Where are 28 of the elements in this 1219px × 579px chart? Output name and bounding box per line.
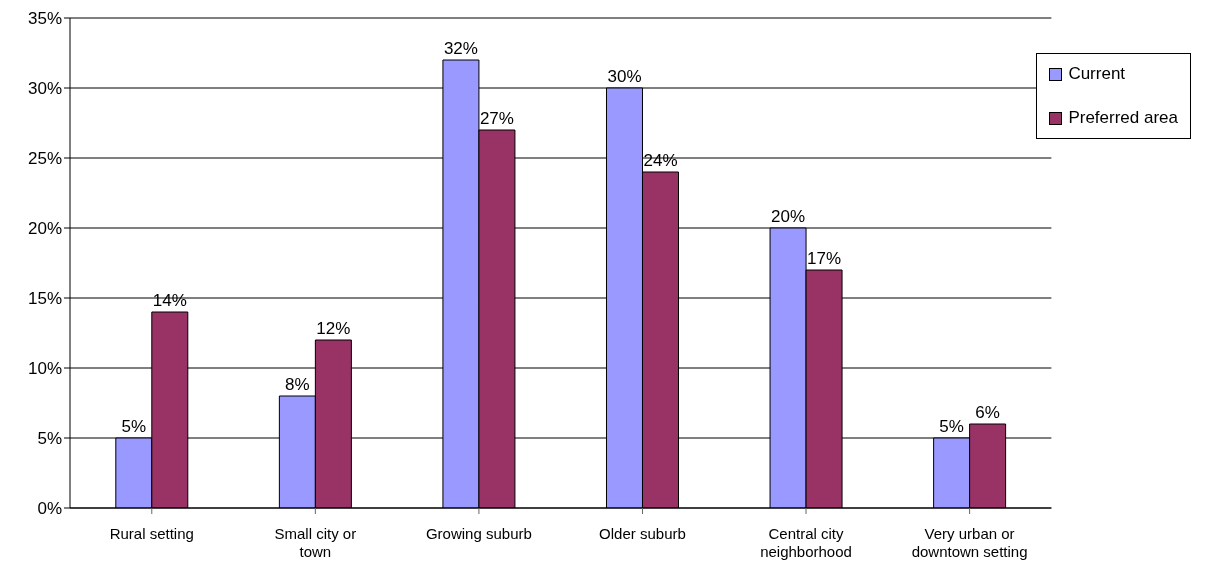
y-tick-label: 25% <box>27 149 62 169</box>
x-tick-label: Rural setting <box>109 525 194 542</box>
x-tick-label: Older suburb <box>599 525 686 542</box>
y-tick-label: 10% <box>27 359 62 379</box>
y-tick-label: 0% <box>37 499 62 519</box>
data-label: 20% <box>771 207 806 226</box>
legend-label: Current <box>1068 64 1126 84</box>
y-tick-label: 30% <box>27 79 62 99</box>
data-label: 12% <box>316 319 351 338</box>
data-label: 5% <box>121 417 147 436</box>
y-tick-label: 35% <box>27 9 62 29</box>
data-label: 32% <box>443 39 478 58</box>
x-tick-label: Small city or town <box>274 525 357 560</box>
y-tick-label: 15% <box>27 289 62 309</box>
data-label: 27% <box>479 109 514 128</box>
data-label: 24% <box>643 151 678 170</box>
data-label: 17% <box>807 249 842 268</box>
data-label: 6% <box>975 403 1000 422</box>
y-tick-label: 20% <box>27 219 62 239</box>
data-label: 30% <box>607 67 642 86</box>
y-tick-label: 5% <box>37 429 62 449</box>
x-tick-label: Central city neighborhood <box>760 525 852 560</box>
data-label: 14% <box>152 291 187 310</box>
data-label: 8% <box>285 375 310 394</box>
data-label: 5% <box>939 417 964 436</box>
legend-label: Preferred area <box>1068 108 1178 128</box>
x-tick-label: Very urban or downtown setting <box>911 525 1028 560</box>
x-tick-label: Growing suburb <box>425 525 532 542</box>
